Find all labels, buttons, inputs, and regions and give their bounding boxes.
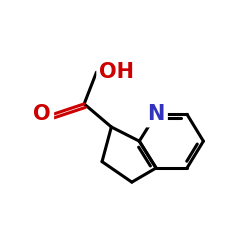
Text: OH: OH bbox=[100, 62, 134, 82]
Text: O: O bbox=[33, 104, 51, 124]
Text: N: N bbox=[148, 104, 165, 124]
